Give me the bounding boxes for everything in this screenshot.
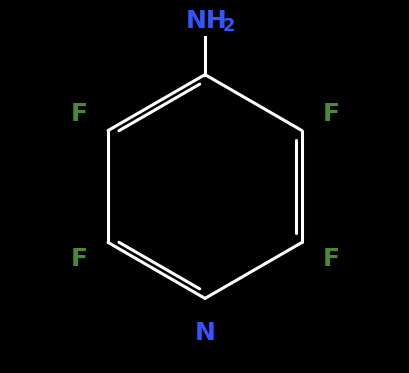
Text: N: N: [194, 321, 215, 345]
Text: NH: NH: [186, 9, 227, 33]
Text: F: F: [322, 102, 339, 126]
Text: F: F: [70, 102, 87, 126]
Text: F: F: [322, 247, 339, 271]
Text: 2: 2: [222, 17, 234, 35]
Text: F: F: [70, 247, 87, 271]
